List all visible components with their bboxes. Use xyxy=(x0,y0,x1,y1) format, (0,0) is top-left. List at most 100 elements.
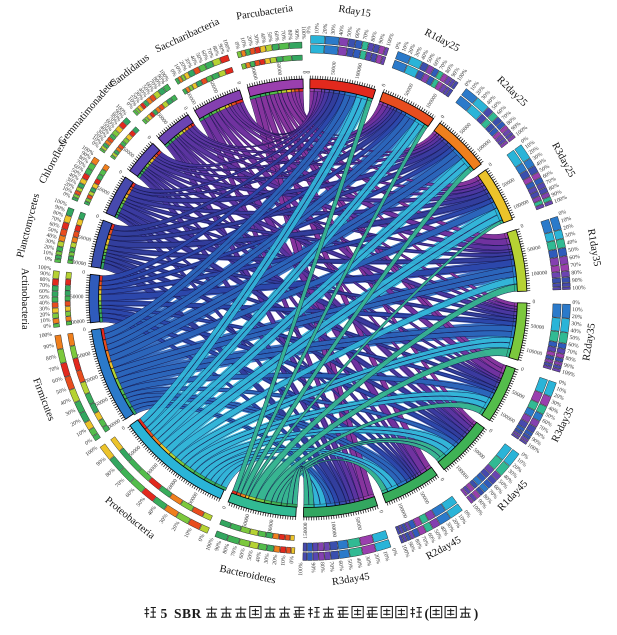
svg-text:0: 0 xyxy=(301,71,307,74)
svg-text:10%: 10% xyxy=(76,428,88,439)
svg-text:20%: 20% xyxy=(130,93,142,105)
svg-text:50%: 50% xyxy=(136,496,147,508)
svg-text:20%: 20% xyxy=(39,312,50,319)
svg-text:20%: 20% xyxy=(451,518,462,530)
svg-text:90%: 90% xyxy=(476,498,487,510)
svg-text:50000: 50000 xyxy=(77,234,92,243)
svg-text:0%: 0% xyxy=(558,379,567,387)
svg-text:50000: 50000 xyxy=(208,80,219,95)
svg-text:0: 0 xyxy=(381,83,388,88)
svg-text:0: 0 xyxy=(182,106,189,112)
svg-text:0%: 0% xyxy=(198,533,207,543)
svg-text:60%: 60% xyxy=(52,376,64,385)
svg-text:0: 0 xyxy=(520,223,525,230)
svg-text:100%: 100% xyxy=(561,369,576,379)
svg-text:30%: 30% xyxy=(183,57,193,69)
svg-text:50%: 50% xyxy=(544,412,556,422)
svg-text:100%: 100% xyxy=(205,537,216,552)
svg-text:0%: 0% xyxy=(84,438,94,447)
svg-text:50%: 50% xyxy=(497,479,509,491)
svg-text:40%: 40% xyxy=(137,87,148,99)
svg-text:90%: 90% xyxy=(113,108,125,120)
svg-text:90%: 90% xyxy=(407,541,417,553)
svg-text:70%: 70% xyxy=(420,535,430,547)
svg-text:70%: 70% xyxy=(107,115,119,127)
svg-text:60%: 60% xyxy=(337,560,344,571)
svg-text:60%: 60% xyxy=(39,289,50,295)
svg-text:40%: 40% xyxy=(39,300,50,306)
svg-text:20%: 20% xyxy=(572,314,583,321)
svg-text:60%: 60% xyxy=(239,547,247,559)
svg-text:80%: 80% xyxy=(482,494,494,506)
svg-text:50%: 50% xyxy=(347,26,355,38)
svg-text:30%: 30% xyxy=(571,321,582,328)
svg-text:30%: 30% xyxy=(445,521,456,533)
svg-text:10%: 10% xyxy=(42,250,54,258)
svg-text:0: 0 xyxy=(377,510,384,515)
svg-text:100%: 100% xyxy=(39,332,53,340)
svg-text:60%: 60% xyxy=(541,418,553,428)
svg-text:0%: 0% xyxy=(289,556,295,564)
svg-text:20%: 20% xyxy=(553,393,565,403)
svg-text:90%: 90% xyxy=(96,456,108,467)
svg-text:20%: 20% xyxy=(322,23,329,34)
svg-text:60%: 60% xyxy=(49,221,61,230)
svg-text:30%: 30% xyxy=(96,128,108,139)
svg-text:10%: 10% xyxy=(381,550,390,562)
svg-text:80%: 80% xyxy=(319,562,326,573)
svg-text:50%: 50% xyxy=(568,246,580,254)
svg-text:100000: 100000 xyxy=(82,374,100,385)
svg-text:70%: 70% xyxy=(545,176,557,186)
svg-text:50%: 50% xyxy=(55,387,67,396)
svg-text:80%: 80% xyxy=(222,543,231,555)
svg-text:20%: 20% xyxy=(373,553,381,565)
svg-text:10%: 10% xyxy=(314,23,320,34)
svg-text:70%: 70% xyxy=(39,283,50,289)
svg-text:10%: 10% xyxy=(456,514,467,526)
svg-text:30%: 30% xyxy=(364,555,372,567)
svg-text:80%: 80% xyxy=(413,538,423,550)
svg-text:10%: 10% xyxy=(524,140,536,151)
svg-text:90%: 90% xyxy=(530,437,542,448)
svg-text:100000: 100000 xyxy=(355,62,365,79)
svg-text:0%: 0% xyxy=(44,256,53,263)
svg-text:60%: 60% xyxy=(125,487,137,499)
svg-text:70%: 70% xyxy=(537,425,549,435)
svg-text:90%: 90% xyxy=(310,562,316,573)
svg-text:70%: 70% xyxy=(570,262,581,269)
svg-text:80%: 80% xyxy=(506,115,518,127)
svg-text:0%: 0% xyxy=(520,452,530,461)
svg-text:70%: 70% xyxy=(75,159,87,170)
svg-text:50%: 50% xyxy=(194,52,204,64)
svg-text:40%: 40% xyxy=(486,94,498,106)
svg-text:100%: 100% xyxy=(386,32,396,47)
svg-text:10%: 10% xyxy=(555,386,567,395)
svg-text:80%: 80% xyxy=(286,30,293,41)
svg-text:30%: 30% xyxy=(506,468,518,480)
svg-text:60%: 60% xyxy=(433,55,443,67)
svg-text:30%: 30% xyxy=(550,399,562,409)
svg-text:0%: 0% xyxy=(390,548,398,557)
svg-text:60%: 60% xyxy=(426,532,436,544)
svg-text:0%: 0% xyxy=(520,135,530,144)
svg-text:40%: 40% xyxy=(420,49,430,61)
svg-text:90%: 90% xyxy=(551,189,563,199)
svg-text:20%: 20% xyxy=(43,244,55,252)
svg-text:30%: 30% xyxy=(133,90,144,102)
svg-text:100000: 100000 xyxy=(526,348,543,358)
svg-text:10%: 10% xyxy=(280,555,287,566)
svg-text:10%: 10% xyxy=(515,457,527,468)
svg-text:30%: 30% xyxy=(532,151,544,162)
svg-text:80%: 80% xyxy=(445,63,456,75)
svg-text:80%: 80% xyxy=(370,31,378,43)
svg-text:0%: 0% xyxy=(306,26,312,34)
svg-text:90%: 90% xyxy=(563,363,575,372)
svg-text:50%: 50% xyxy=(140,84,151,96)
svg-text:50%: 50% xyxy=(432,529,442,541)
svg-text:90%: 90% xyxy=(155,73,166,85)
svg-text:20%: 20% xyxy=(178,60,188,72)
svg-text:0: 0 xyxy=(235,81,242,86)
svg-text:40%: 40% xyxy=(339,25,346,36)
svg-text:40%: 40% xyxy=(438,525,449,537)
svg-text:50000: 50000 xyxy=(530,324,544,332)
